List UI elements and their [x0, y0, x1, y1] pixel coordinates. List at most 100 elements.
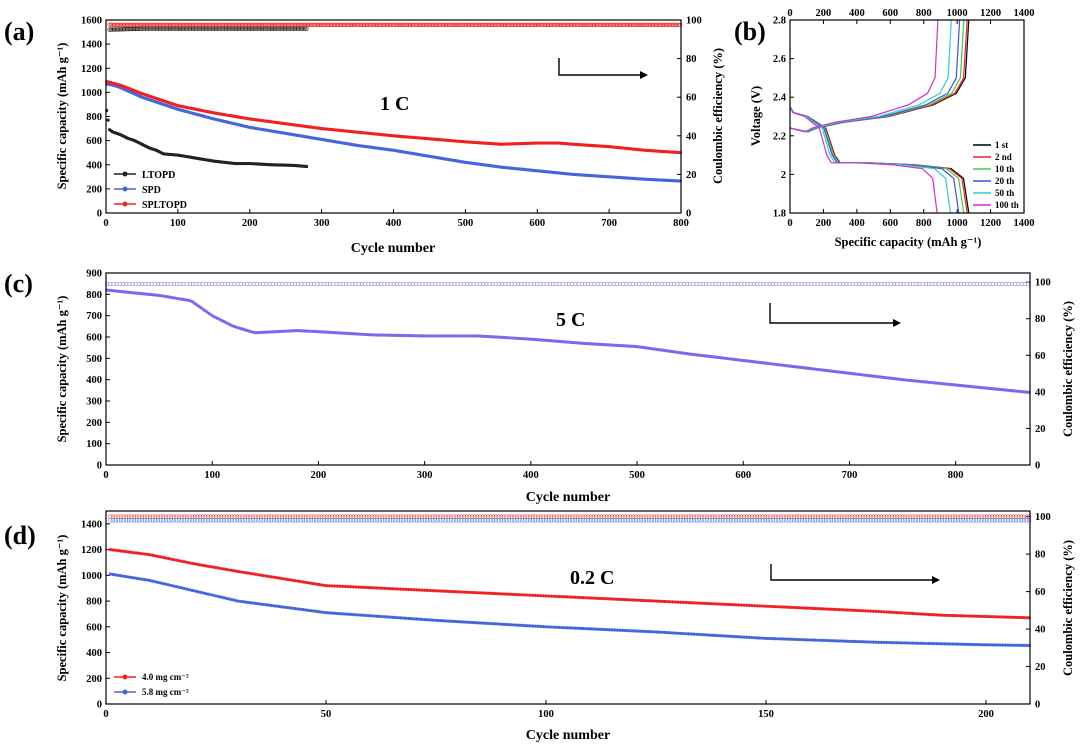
panel-a-ce-point	[666, 22, 671, 27]
panel-d-data-point	[626, 598, 630, 602]
panel-d-data-point	[853, 608, 857, 612]
panel-a-ce-point	[557, 22, 562, 27]
panel-d-ce-point	[271, 518, 277, 523]
panel-d-data-point	[763, 604, 767, 608]
panel-c-ce-point	[726, 281, 731, 287]
panel-d-ce-point	[200, 518, 205, 523]
legend-58mg-marker	[122, 689, 128, 695]
panel-d-data-point	[945, 613, 949, 617]
panel-d-data-point	[665, 631, 670, 635]
panel-a-ce-point	[205, 22, 210, 27]
panel-a-ce-point	[249, 22, 255, 27]
panel-c-ce-point	[863, 281, 868, 287]
panel-d-data-point	[214, 566, 218, 570]
panel-d-data-point	[911, 611, 915, 616]
panel-c-ytick-label: 400	[86, 375, 102, 386]
panel-a-ce-point	[259, 22, 265, 27]
panel-d-data-point	[391, 615, 395, 619]
panel-c-ce-point	[1019, 281, 1024, 287]
panel-c-ce-point	[681, 281, 686, 287]
panel-a-ce-point	[543, 22, 548, 27]
panel-d-data-point	[903, 611, 907, 615]
panel-c-ce-point	[958, 281, 964, 287]
panel-d-data-point	[663, 599, 667, 604]
panel-d-data-point	[554, 594, 559, 599]
panel-d-ce-point	[918, 518, 923, 523]
panel-d-data-point	[771, 637, 775, 641]
panel-c-xtick-label: 700	[842, 470, 858, 481]
panel-c-ce-point	[159, 281, 164, 287]
panel-b-legend-label-1: 2 nd	[995, 152, 1012, 162]
panel-b-xtick-label: 0	[787, 218, 792, 229]
panel-d-data-point	[140, 552, 144, 556]
panel-d-data-point	[716, 602, 720, 606]
panel-d-data-point	[143, 578, 147, 582]
panel-c-ce-point	[522, 281, 527, 287]
panel-c-ce-point	[815, 281, 820, 287]
panel-a-ce-point	[209, 22, 214, 27]
panel-d-ce-point	[187, 518, 192, 523]
panel-a-ce-point	[121, 27, 127, 32]
panel-d-ce-point	[958, 518, 963, 523]
panel-d-ce-point	[733, 518, 739, 523]
panel-d-ce-point	[997, 518, 1003, 523]
panel-d-data-point	[298, 607, 303, 611]
panel-d-data-point	[203, 564, 208, 568]
panel-d-data-point	[792, 605, 796, 610]
panel-c-ce-point	[659, 281, 664, 287]
panel-a-ce-point	[560, 22, 565, 27]
panel-d-data-point	[995, 615, 1000, 619]
panel-d-data-point	[222, 567, 226, 571]
panel-c-ce-point	[347, 281, 352, 287]
panel-c-ce-point	[436, 281, 441, 287]
panel-d-ce-point	[535, 518, 541, 523]
panel-a-ce-point	[374, 22, 380, 27]
panel-d-data-point	[866, 609, 870, 613]
panel-a-ce-point	[624, 22, 630, 27]
panel-d-data-point	[602, 597, 606, 601]
panel-d-data-point	[169, 583, 173, 588]
panel-c-xtick-label: 100	[204, 470, 220, 481]
panel-d-data-point	[116, 573, 120, 577]
panel-a-ce-point	[622, 22, 627, 27]
panel-d-ce-point	[559, 518, 564, 523]
panel-d-ce-point	[821, 518, 826, 523]
panel-c-ce-point	[770, 281, 776, 287]
panel-d-data-point	[639, 598, 643, 602]
panel-d-data-point	[383, 586, 387, 590]
panel-d-ce-point	[868, 518, 873, 523]
panel-c-ce-point	[490, 281, 495, 287]
legend-spd-marker	[122, 186, 128, 192]
panel-c-y2tick-label: 40	[1035, 387, 1046, 398]
panel-d-data-point	[164, 556, 168, 560]
panel-a-ce-point	[387, 22, 393, 27]
panel-d-ce-point	[715, 518, 720, 523]
panel-d-data-point	[948, 613, 952, 618]
panel-d-ce-point	[768, 518, 773, 523]
panel-a-ce-point	[133, 22, 138, 27]
panel-a-ce-point	[609, 22, 614, 27]
panel-c-ce-point	[503, 281, 508, 287]
panel-d-ce-point	[572, 518, 578, 523]
panel-a-ce-point	[524, 22, 529, 27]
panel-a-ce-point	[504, 22, 509, 27]
panel-a-ce-point	[429, 22, 434, 27]
panel-a-ce-point	[553, 22, 558, 27]
panel-d-data-point	[246, 600, 250, 604]
panel-d-ce-point	[858, 518, 863, 523]
panel-c-ce-point	[1006, 281, 1011, 287]
panel-d-ce-point	[990, 518, 995, 523]
panel-d-data-point	[877, 609, 881, 614]
panel-a-ce-point	[601, 22, 607, 27]
panel-d-data-point	[679, 631, 683, 635]
panel-d-ce-point	[237, 518, 242, 523]
panel-b: (b) 002002004004006006008008001000100012…	[734, 8, 1035, 249]
panel-c-ce-point	[372, 281, 377, 287]
panel-c-ce-point	[809, 281, 814, 287]
panel-d-xtick-label: 50	[321, 709, 332, 720]
panel-d-y2tick-label: 40	[1035, 625, 1046, 636]
panel-a-ce-point	[662, 22, 667, 27]
panel-d-data-point	[198, 563, 202, 567]
panel-d-data-point	[515, 592, 519, 597]
